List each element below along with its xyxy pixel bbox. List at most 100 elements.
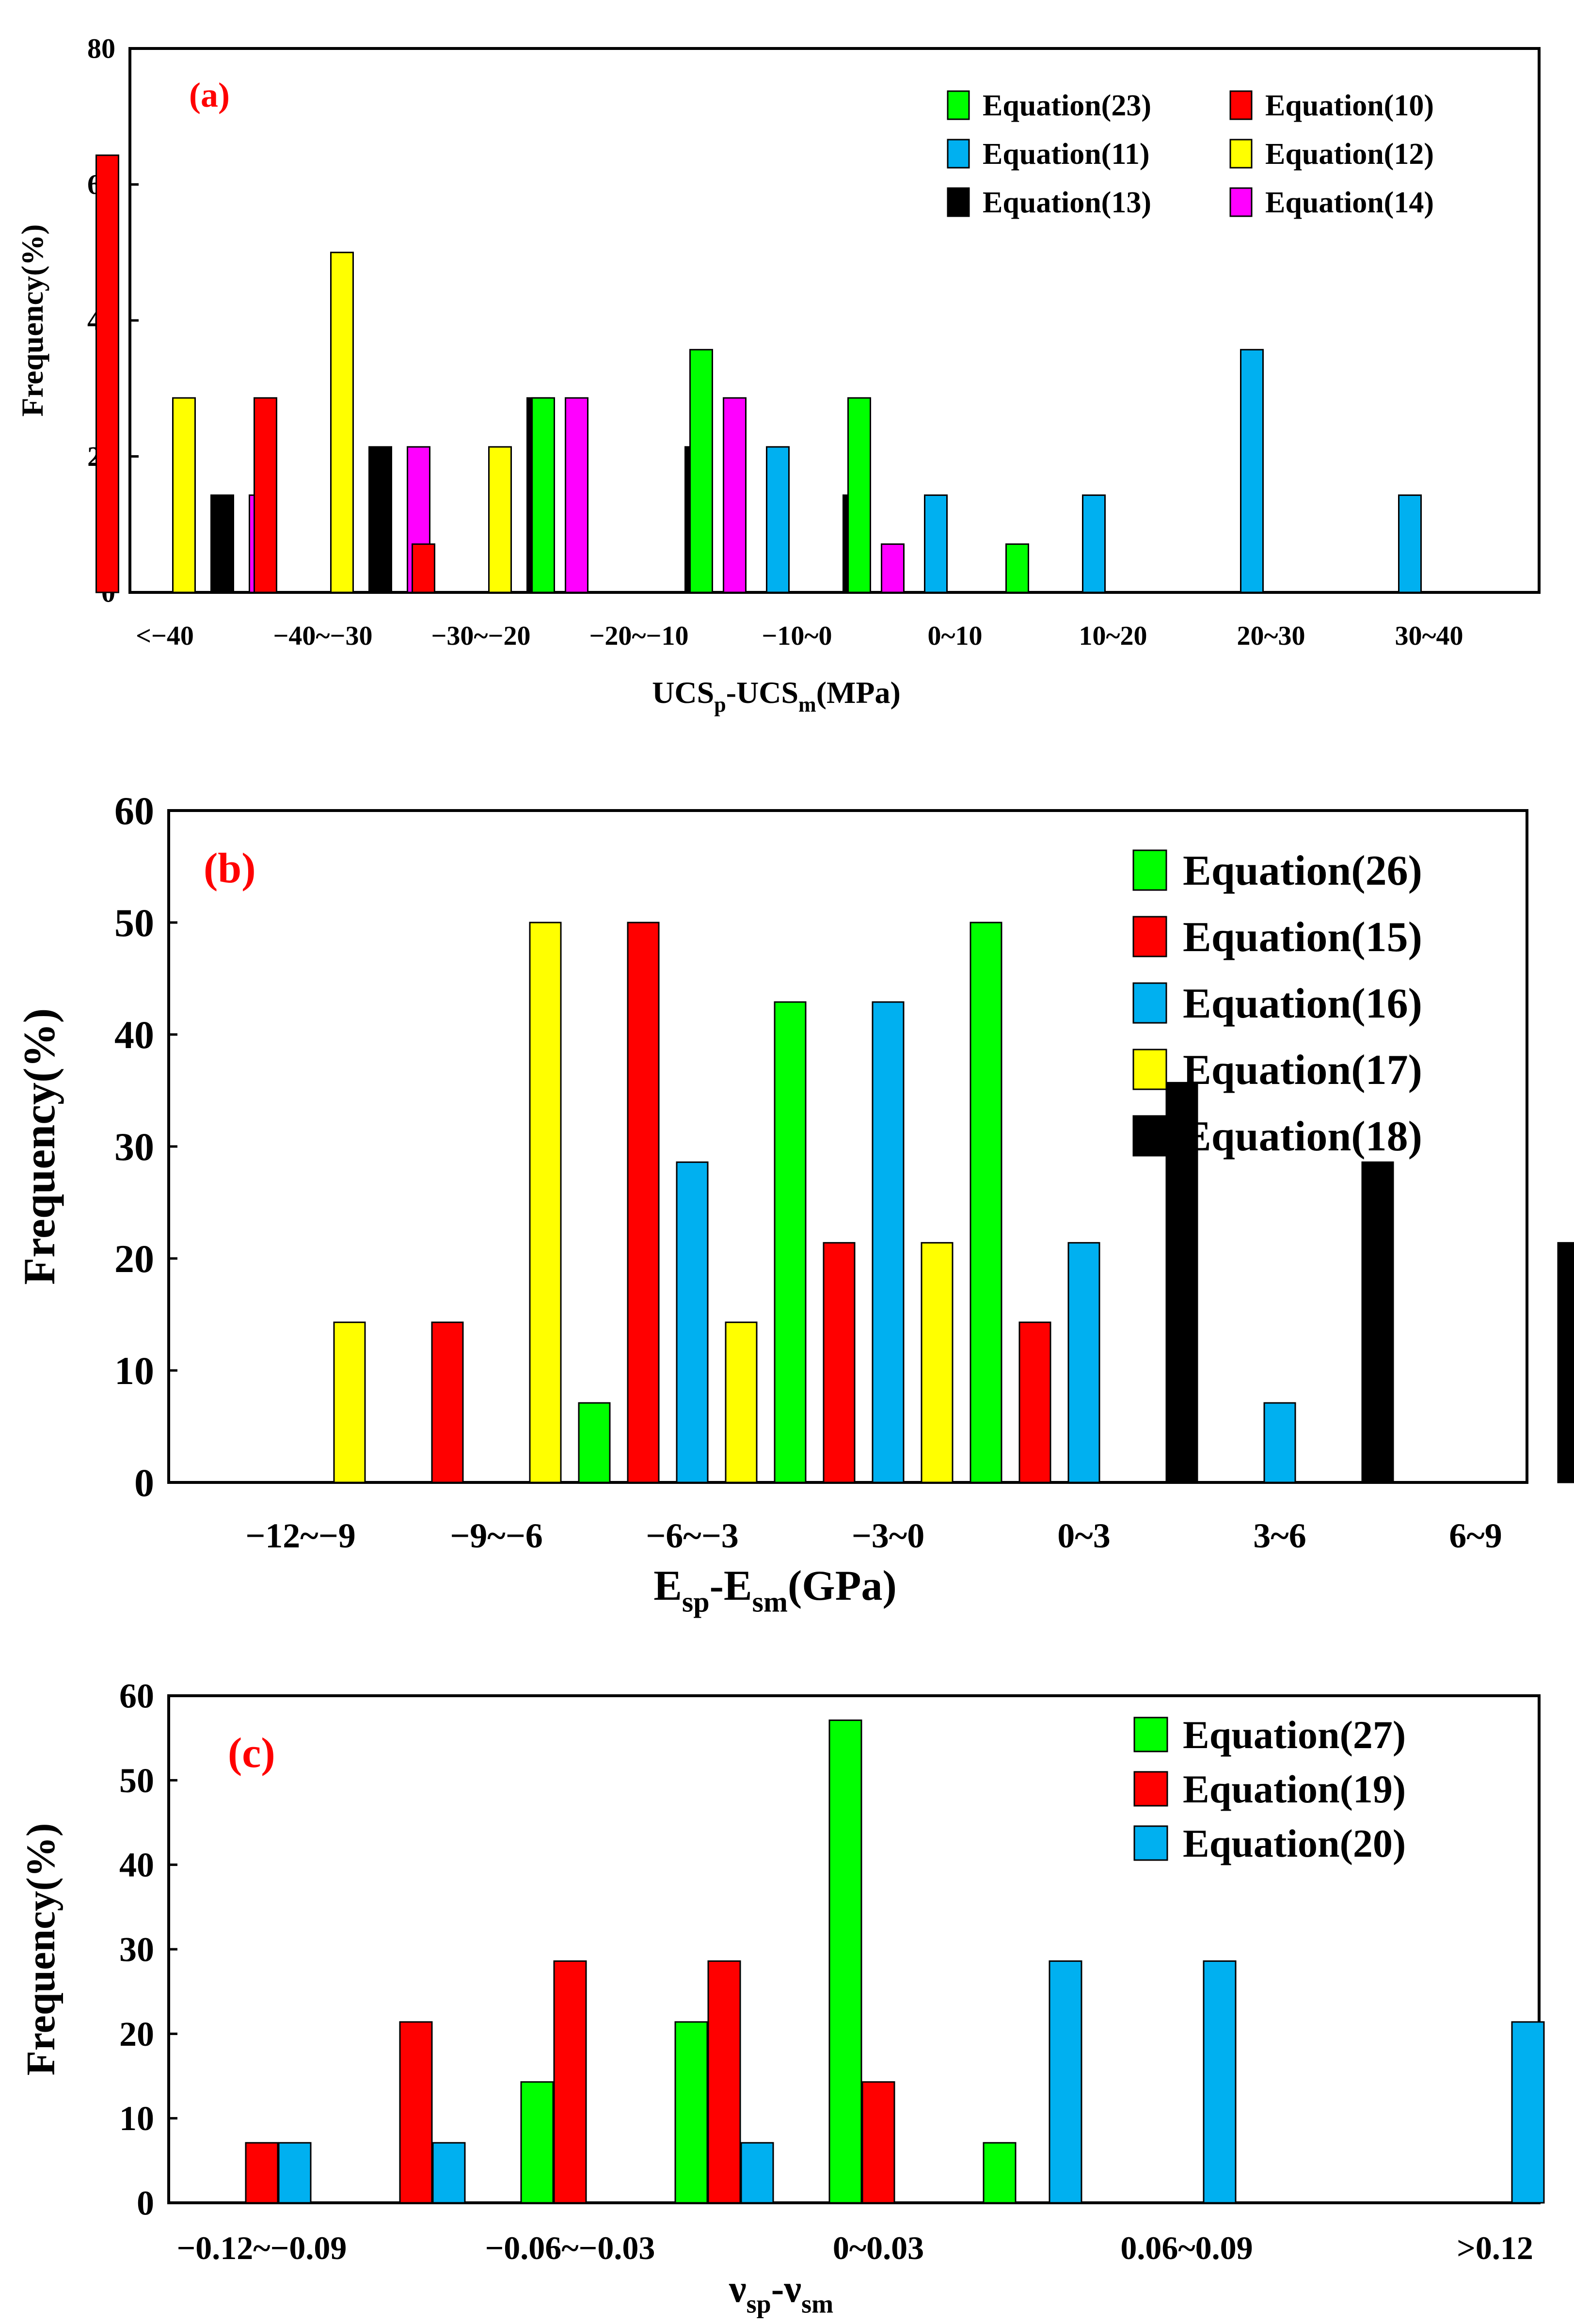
bar-equation26-4 xyxy=(970,922,1002,1483)
x-tick-label: 0~3 xyxy=(1057,1516,1110,1555)
x-axis-label-part: (MPa) xyxy=(816,675,901,710)
legend-label: Equation(18) xyxy=(1183,1113,1422,1160)
x-tick-label: −0.06~−0.03 xyxy=(485,2229,655,2266)
y-tick-label: 60 xyxy=(119,1676,154,1715)
bar-equation16-3 xyxy=(872,1001,905,1483)
bar-equation11-8 xyxy=(1398,494,1422,593)
bar-equation18-6 xyxy=(1557,1242,1574,1483)
y-tick-label: 80 xyxy=(87,33,115,64)
legend-label: Equation(12) xyxy=(1265,138,1434,171)
x-tick-label: −3~0 xyxy=(852,1516,924,1555)
x-tick-label: 0.06~0.09 xyxy=(1120,2229,1253,2266)
bar-equation26-3 xyxy=(774,1001,807,1483)
y-tick-label: 0 xyxy=(137,2183,154,2222)
x-axis-label-subscript: p xyxy=(714,693,726,716)
legend-label: Equation(17) xyxy=(1183,1047,1422,1094)
legend-swatch xyxy=(947,187,970,217)
x-axis-label-subscript: sm xyxy=(752,1586,788,1618)
x-tick-label: 0~10 xyxy=(927,621,982,651)
bar-equation17-3 xyxy=(921,1242,954,1483)
legend-swatch xyxy=(947,90,970,120)
y-tick-label: 30 xyxy=(119,1930,154,1969)
x-tick-label: 6~9 xyxy=(1449,1516,1502,1555)
x-tick-label: −0.12~−0.09 xyxy=(177,2229,347,2266)
panel-label: (a) xyxy=(189,76,230,114)
legend-swatch xyxy=(1133,1771,1168,1807)
legend-swatch xyxy=(1132,982,1167,1024)
x-axis-label-part: UCS xyxy=(652,675,714,710)
x-tick-label: −9~−6 xyxy=(450,1516,543,1555)
legend-swatch xyxy=(1132,916,1167,957)
x-tick-label: −30~−20 xyxy=(431,621,531,651)
panel-label: (b) xyxy=(204,845,256,892)
x-tick-label: −10~0 xyxy=(762,621,832,651)
bar-equation17-2 xyxy=(725,1321,758,1483)
bar-equation26-2 xyxy=(578,1402,611,1483)
x-axis-label-part: -UCS xyxy=(726,675,798,710)
y-tick-label: 20 xyxy=(119,2015,154,2053)
y-tick-label: 30 xyxy=(114,1125,154,1169)
bar-equation12-0 xyxy=(172,397,196,593)
x-tick-label: −40~−30 xyxy=(273,621,373,651)
legend-swatch xyxy=(1229,139,1253,169)
bar-equation23-6 xyxy=(1005,543,1029,593)
legend-label: Equation(11) xyxy=(983,138,1150,171)
bar-equation15-4 xyxy=(1018,1321,1051,1483)
bar-equation20-0 xyxy=(278,2142,312,2204)
bar-equation15-2 xyxy=(627,922,660,1483)
x-axis-label-part: E xyxy=(653,1562,682,1609)
x-tick-label: <−40 xyxy=(136,621,194,651)
legend-swatch xyxy=(947,139,970,169)
bar-equation27-3 xyxy=(674,2021,708,2204)
y-tick-label: 0 xyxy=(134,1461,154,1505)
x-axis-label: Esp-Esm(GPa) xyxy=(653,1562,897,1618)
bar-equation20-5 xyxy=(1049,1960,1082,2204)
chart-panel-1: 0 10 20 30 40 50 60 −12~−9 −9~−6 −6~−3 −3~0 0~3 3~6 6… xyxy=(15,789,1574,1618)
legend-swatch xyxy=(1229,90,1253,120)
bar-equation14-4 xyxy=(881,543,905,593)
chart-panel-2: 0 10 20 30 40 50 60 −0.12~−0.09 −0.06~−0.03 0~0.0… xyxy=(18,1676,1545,2318)
bar-equation19-4 xyxy=(861,2081,895,2204)
x-tick-label: 30~40 xyxy=(1395,621,1463,651)
bar-equation16-5 xyxy=(1263,1402,1296,1483)
bar-equation19-3 xyxy=(707,1960,741,2204)
bar-equation15-1 xyxy=(431,1321,464,1483)
x-axis-label-part: ν xyxy=(729,2268,747,2310)
bar-equation13-1 xyxy=(368,446,392,593)
x-tick-label: 20~30 xyxy=(1237,621,1305,651)
x-axis-label-subscript: sp xyxy=(682,1586,710,1618)
bar-equation27-5 xyxy=(983,2142,1017,2204)
bar-equation20-3 xyxy=(740,2142,774,2204)
bar-equation19-1 xyxy=(399,2021,433,2204)
legend-label: Equation(14) xyxy=(1265,186,1434,219)
y-tick-label: 40 xyxy=(114,1013,154,1057)
legend-label: Equation(26) xyxy=(1183,847,1422,894)
legend-label: Equation(16) xyxy=(1183,980,1422,1027)
bar-equation20-6 xyxy=(1203,1960,1237,2204)
legend-swatch xyxy=(1132,1115,1167,1157)
bar-equation20-8 xyxy=(1511,2021,1545,2204)
chart-panel-0: 020406080<−40−40~−30−30~−20−20~−10−10~00… xyxy=(15,33,1541,716)
x-tick-label: 10~20 xyxy=(1079,621,1147,651)
y-tick-label: 10 xyxy=(114,1349,154,1393)
bar-equation10-0 xyxy=(95,154,119,593)
x-tick-label: −20~−10 xyxy=(589,621,689,651)
y-axis-label: Frequency(%) xyxy=(18,1823,64,2075)
bar-equation16-4 xyxy=(1067,1242,1100,1483)
x-axis-label: νsp-νsm xyxy=(729,2268,833,2318)
bar-equation11-4 xyxy=(766,446,790,593)
y-tick-label: 20 xyxy=(114,1237,154,1281)
bar-equation15-3 xyxy=(823,1242,856,1483)
bar-equation19-0 xyxy=(245,2142,279,2204)
y-tick-label: 60 xyxy=(114,789,154,833)
legend-label: Equation(19) xyxy=(1183,1767,1406,1811)
bar-equation14-2 xyxy=(565,397,588,593)
x-axis-label: UCSp-UCSm(MPa) xyxy=(652,675,901,716)
legend-label: Equation(10) xyxy=(1265,89,1434,122)
bar-equation11-5 xyxy=(924,494,948,593)
legend-label: Equation(15) xyxy=(1183,914,1422,961)
x-axis-label-subscript: sp xyxy=(747,2289,771,2318)
bar-equation17-0 xyxy=(333,1321,366,1483)
bar-equation20-1 xyxy=(432,2142,466,2204)
bar-equation23-5 xyxy=(847,397,871,593)
